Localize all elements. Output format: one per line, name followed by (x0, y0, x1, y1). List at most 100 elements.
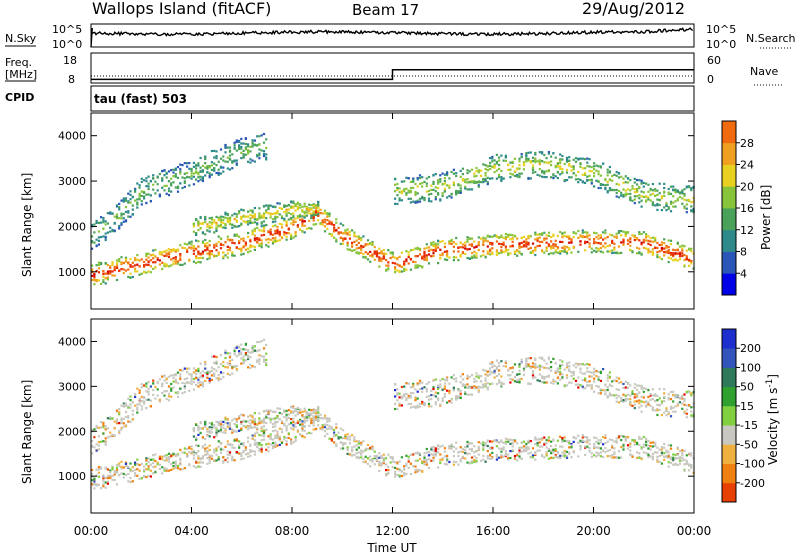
power-cell (407, 177, 410, 180)
velocity-cell (319, 427, 322, 430)
velocity-cell (115, 466, 119, 469)
velocity-cell (552, 451, 555, 454)
velocity-cell (292, 428, 295, 431)
velocity-cell (353, 439, 356, 442)
velocity-cell (140, 405, 143, 408)
velocity-cell (486, 455, 489, 458)
power-cell (267, 245, 270, 248)
power-cell (170, 250, 173, 253)
velocity-cell (387, 453, 390, 456)
power-cell (97, 267, 100, 270)
power-cell (525, 243, 528, 246)
power-cell (464, 187, 467, 190)
velocity-cell (556, 439, 559, 442)
power-cell (251, 141, 254, 144)
velocity-cell (222, 371, 225, 375)
power-cell (604, 184, 607, 187)
power-cell (452, 168, 455, 171)
velocity-cell (258, 412, 261, 415)
power-cell (683, 194, 686, 197)
velocity-cell (321, 428, 324, 431)
power-cell (156, 257, 159, 260)
power-cell (303, 202, 306, 205)
power-cell (143, 195, 146, 198)
velocity-cell (303, 410, 306, 413)
power-cell (525, 152, 528, 155)
nsearch-tick-top: 10^5 (706, 23, 736, 36)
power-cell (554, 243, 557, 246)
velocity-cell (425, 390, 428, 393)
velocity-cell (197, 465, 200, 468)
velocity-cell (190, 445, 193, 448)
power-cell (269, 238, 272, 241)
power-cell (667, 206, 670, 209)
velocity-cell (416, 382, 419, 385)
power-cell (654, 194, 657, 197)
power-cell (584, 172, 587, 175)
power-cell (629, 238, 632, 241)
power-cell (455, 172, 458, 175)
velocity-cell (357, 440, 360, 443)
power-cell (491, 177, 494, 180)
velocity-cell (477, 389, 480, 392)
power-cell (231, 214, 234, 217)
velocity-cell (192, 367, 195, 370)
velocity-cell (489, 383, 492, 386)
velocity-cell (484, 460, 487, 463)
power-cell (409, 189, 412, 192)
power-cell (593, 165, 596, 168)
power-cell (504, 159, 507, 162)
velocity-cell (111, 478, 114, 481)
velocity-cell (292, 406, 295, 410)
velocity-cell (328, 417, 331, 420)
power-cell (258, 214, 261, 217)
power-cell (617, 245, 621, 248)
velocity-cell (265, 409, 268, 412)
velocity-cell (565, 362, 569, 365)
power-cell (172, 248, 175, 251)
power-cell (208, 257, 211, 260)
power-cell (608, 165, 611, 169)
power-cell (118, 202, 121, 205)
velocity-cell (369, 455, 372, 458)
power-cell (118, 224, 121, 228)
velocity-cell (434, 378, 437, 381)
power-cell (226, 220, 229, 224)
power-cell (638, 197, 641, 200)
power-cell (563, 231, 566, 234)
power-cell (260, 242, 263, 245)
power-cell (414, 264, 417, 267)
velocity-cell (109, 469, 112, 472)
velocity-cell (559, 457, 562, 460)
power-cell (534, 248, 537, 251)
velocity-cell (452, 386, 455, 389)
power-cell (672, 195, 675, 198)
power-cell (674, 200, 677, 203)
power-cell (197, 176, 200, 179)
power-cell (466, 181, 469, 184)
power-cell (511, 244, 514, 247)
velocity-cell (303, 421, 306, 424)
power-cell (518, 160, 521, 163)
velocity-cell (192, 465, 195, 468)
power-cell (669, 252, 673, 255)
power-cell (355, 235, 358, 238)
velocity-cell (217, 440, 220, 443)
power-cell (461, 243, 464, 246)
velocity-cell (265, 428, 268, 431)
velocity-cell (262, 419, 266, 422)
power-cell (403, 188, 406, 191)
power-cell (362, 256, 365, 259)
power-cell (398, 197, 401, 200)
velocity-cell (482, 454, 485, 457)
power-cell (683, 265, 686, 268)
power-cell (559, 167, 562, 170)
freq-tick-bottom: 8 (68, 73, 75, 86)
power-cell (676, 252, 679, 255)
velocity-cell (167, 452, 171, 455)
power-cell (276, 239, 279, 242)
power-cell (231, 223, 234, 226)
power-cell (441, 254, 444, 257)
velocity-cell (158, 463, 161, 466)
velocity-cell (127, 480, 130, 483)
